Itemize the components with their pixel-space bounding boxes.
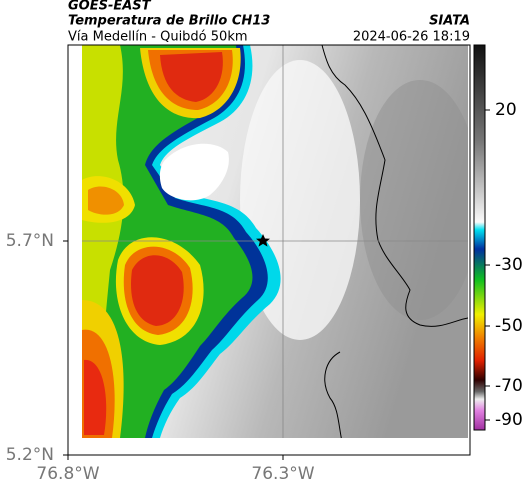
timestamp: 2024-06-26 18:19 xyxy=(353,30,470,45)
colorbar-tick-label: -30 xyxy=(495,255,523,275)
colorbar-tick-label: -90 xyxy=(495,410,523,430)
map-frame xyxy=(67,44,471,456)
title: GOES-EAST xyxy=(68,0,152,14)
location: Vía Medellín - Quibdó 50km xyxy=(68,30,248,45)
lat-tick-label: 5.2°N xyxy=(6,445,54,465)
colorbar-tick-label: -50 xyxy=(495,316,523,336)
coastline xyxy=(321,45,468,438)
location-marker xyxy=(255,234,270,247)
lon-tick-label: 76.3°W xyxy=(251,464,314,484)
lat-tick-label: 5.7°N xyxy=(6,231,54,251)
lon-tick-label: 76.8°W xyxy=(36,464,99,484)
source: SIATA xyxy=(429,14,470,29)
colorbar-tick-label: -70 xyxy=(495,376,523,396)
subtitle: Temperatura de Brillo CH13 xyxy=(68,14,270,29)
satellite-image xyxy=(82,45,468,438)
colorbar xyxy=(473,44,486,431)
colorbar-tick-label: 20 xyxy=(495,100,517,120)
